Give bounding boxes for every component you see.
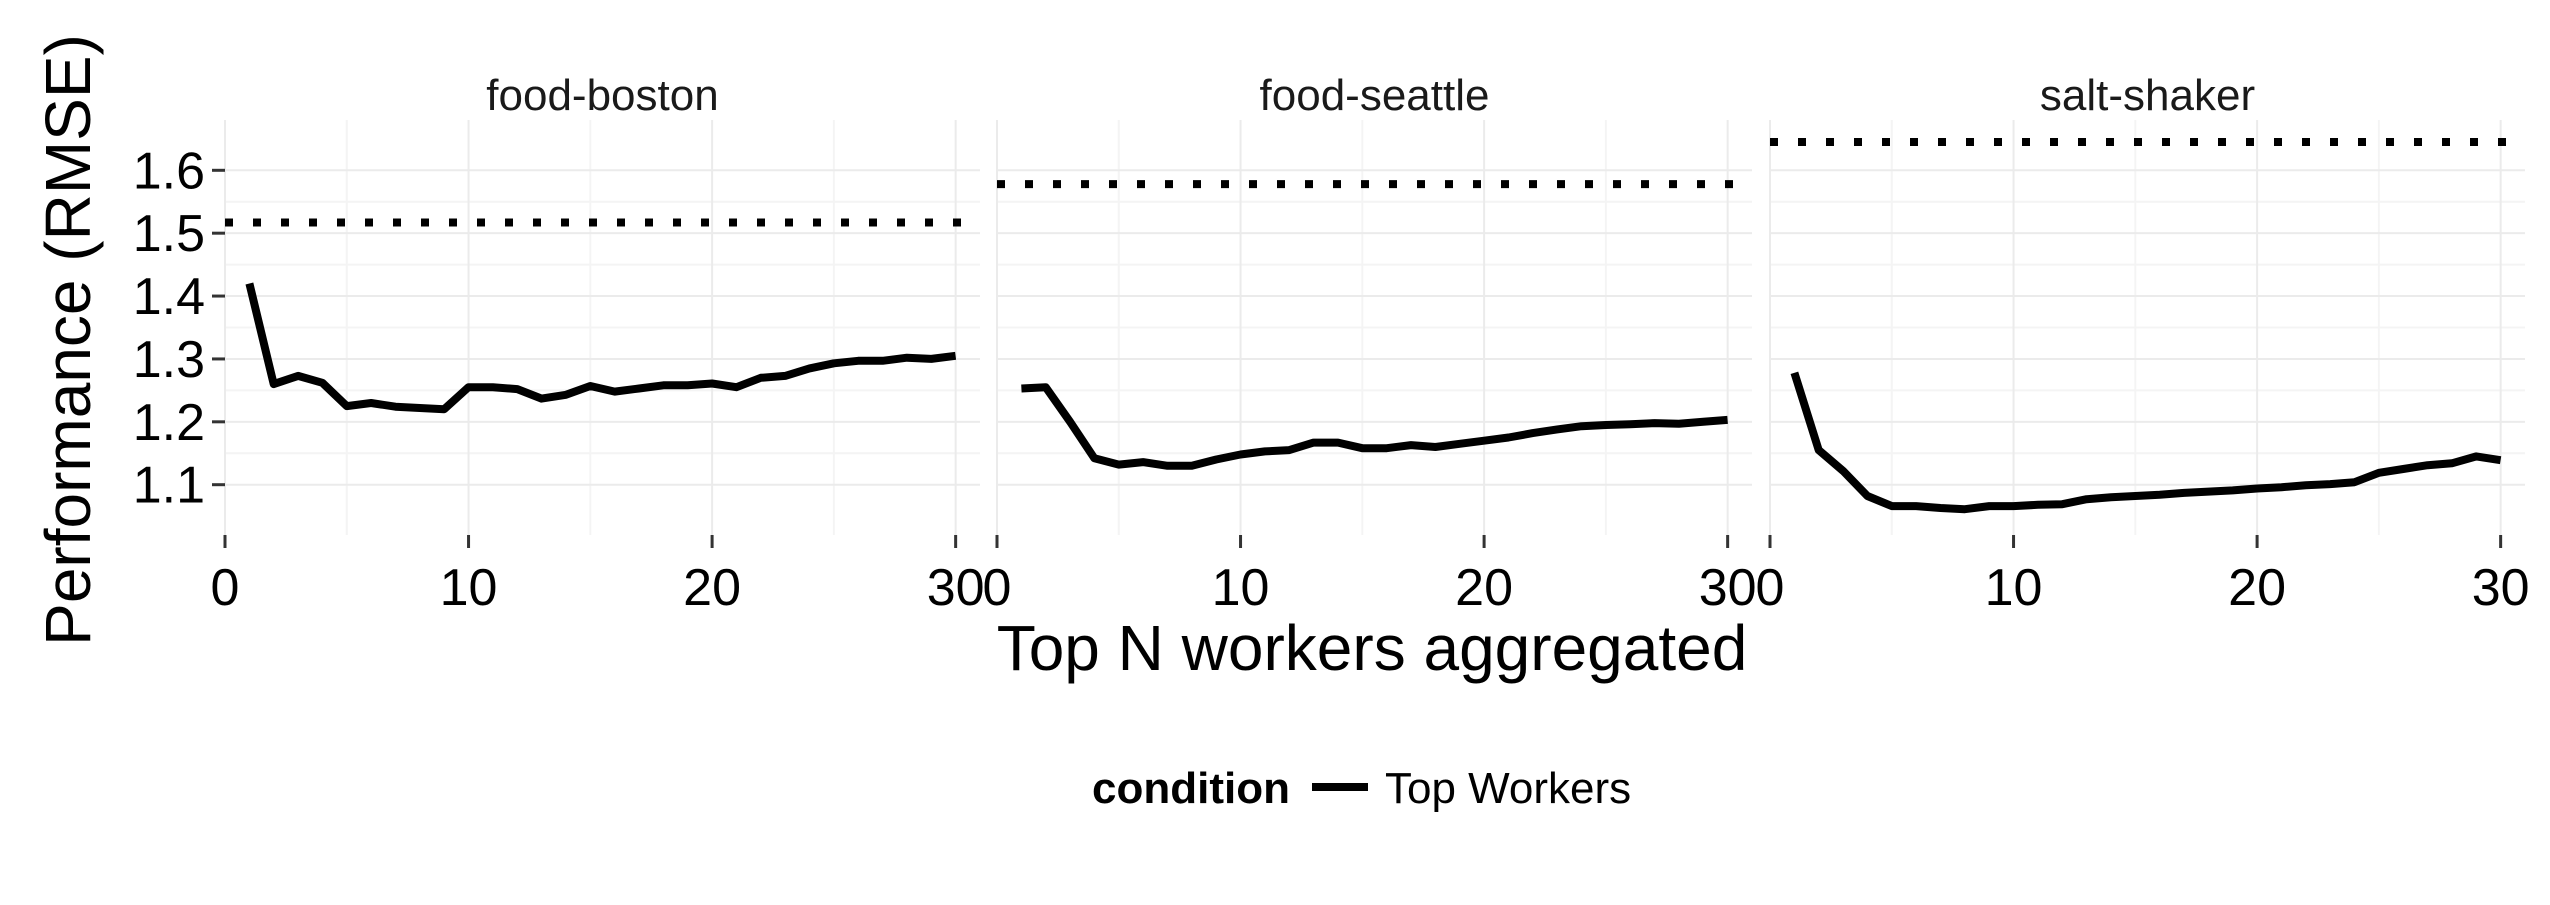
x-tick-label: 20 — [1455, 559, 1513, 617]
legend-entry-label: Top Workers — [1385, 764, 1631, 813]
legend-title: condition — [1092, 764, 1290, 813]
series-line-top-workers — [1790, 371, 2502, 514]
x-tick-label: 20 — [683, 559, 741, 617]
facet-panel-food-boston: food-boston 0 10 20 30 1.11.21.31.41.51.6 — [133, 71, 985, 617]
x-tick-label: 10 — [1985, 559, 2043, 617]
facet-title: food-boston — [486, 71, 718, 120]
facet-title: salt-shaker — [2040, 71, 2255, 120]
y-tick-label: 1.3 — [133, 331, 205, 389]
series-line-top-workers — [245, 282, 957, 414]
x-tick-label: 0 — [1756, 559, 1785, 617]
x-tick-label: 0 — [211, 559, 240, 617]
x-tick-label: 10 — [1212, 559, 1270, 617]
facet-title: food-seattle — [1260, 71, 1490, 120]
x-tick-label: 20 — [2228, 559, 2286, 617]
series-line-top-workers — [1021, 383, 1728, 470]
y-tick-label: 1.5 — [133, 205, 205, 263]
y-axis-title: Performance (RMSE) — [32, 34, 104, 646]
x-tick-label: 0 — [983, 559, 1012, 617]
facet-panel-food-seattle: food-seattle 0 10 20 30 — [983, 71, 1757, 617]
x-axis-title: Top N workers aggregated — [997, 612, 1748, 684]
x-tick-label: 10 — [440, 559, 498, 617]
x-tick-label: 30 — [2472, 559, 2530, 617]
facet-panel-salt-shaker: salt-shaker 0 10 20 30 — [1756, 71, 2530, 617]
y-tick-label: 1.4 — [133, 268, 205, 326]
y-tick-label: 1.2 — [133, 394, 205, 452]
x-tick-label: 30 — [927, 559, 985, 617]
x-tick-label: 30 — [1699, 559, 1757, 617]
y-tick-label: 1.1 — [133, 457, 205, 515]
legend: condition Top Workers — [1092, 764, 1631, 813]
y-tick-label: 1.6 — [133, 142, 205, 200]
